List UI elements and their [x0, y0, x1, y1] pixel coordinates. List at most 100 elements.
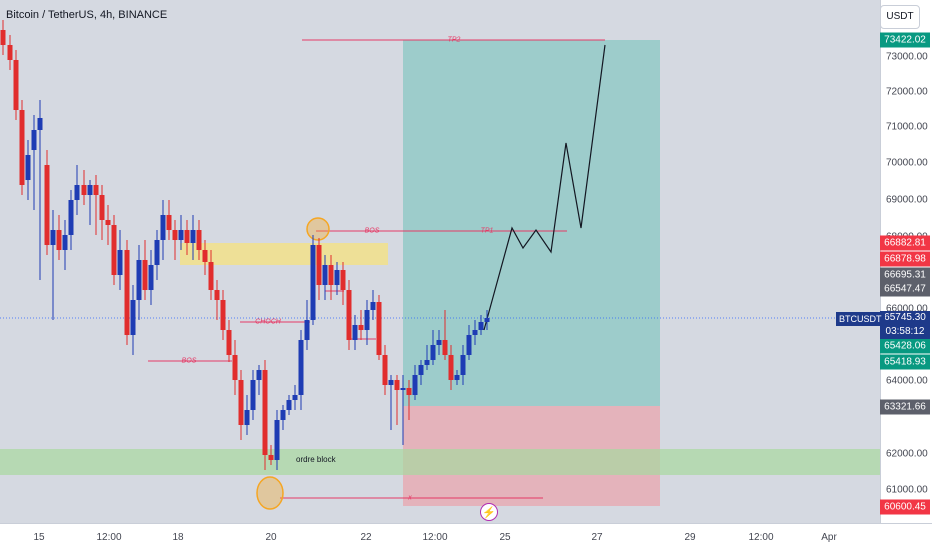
price-tag: 63321.66: [880, 399, 930, 415]
time-tick: 27: [591, 532, 603, 543]
tp1-label: TP1: [480, 227, 494, 235]
candle-body: [466, 335, 472, 355]
candle-body: [226, 330, 232, 355]
candle-body: [178, 230, 184, 240]
bos-top-label: BOS: [364, 227, 380, 235]
candle-body: [93, 185, 99, 195]
time-tick: 22: [360, 532, 372, 543]
candle-body: [19, 110, 25, 185]
candle-body: [346, 290, 352, 340]
stop-label: x: [408, 494, 412, 502]
price-tag-entry: 65428.06: [880, 338, 930, 354]
tp2-label: TP2: [447, 36, 461, 44]
candle-body: [394, 380, 400, 390]
candle-body: [214, 290, 220, 300]
candle-body: [472, 330, 478, 335]
candle-body: [136, 260, 142, 300]
candle-body: [268, 455, 274, 460]
candle-body: [448, 355, 454, 380]
price-tick: 70000.00: [886, 157, 928, 169]
symbol-title[interactable]: Bitcoin / TetherUS, 4h, BINANCE: [6, 9, 168, 21]
candle-body: [166, 215, 172, 230]
candle-body: [232, 355, 238, 380]
candle-body: [124, 250, 130, 335]
candle-body: [7, 45, 13, 60]
price-tag: 65418.93: [880, 354, 930, 370]
candle-body: [220, 300, 226, 330]
symbol-badge: BTCUSDT: [836, 312, 885, 326]
candle-body: [274, 420, 280, 460]
time-tick: 29: [684, 532, 696, 543]
price-tick: 66000.00: [886, 303, 928, 315]
take-profit-zone: [403, 40, 660, 406]
choch-label: CHOCH: [255, 318, 281, 326]
projection-path: [483, 44, 606, 331]
candle-body: [31, 130, 37, 150]
candle-body: [304, 320, 310, 340]
price-tag: 66878.98: [880, 251, 930, 267]
candle-body: [328, 265, 334, 285]
price-tick: 64000.00: [886, 375, 928, 387]
supply-zone: [180, 243, 388, 265]
candle-body: [280, 410, 286, 420]
candle-body: [190, 230, 196, 243]
candle-body: [196, 230, 202, 250]
candle-body: [56, 230, 62, 250]
price-tick: 73000.00: [886, 51, 928, 63]
candle-body: [208, 262, 214, 290]
chart-canvas[interactable]: [0, 0, 880, 523]
candle-body: [68, 200, 74, 235]
time-tick: 25: [499, 532, 511, 543]
current-price-tag: 65745.30 03:58:12: [880, 311, 930, 339]
candle-body: [478, 322, 484, 330]
highlight-circle: [256, 476, 284, 510]
candle-body: [316, 245, 322, 285]
time-tick: 20: [265, 532, 277, 543]
candle-body: [454, 375, 460, 380]
candle-body: [370, 302, 376, 310]
time-scale[interactable]: [0, 523, 932, 550]
candle-body: [292, 395, 298, 400]
candle-body: [412, 375, 418, 395]
candle-body: [262, 370, 268, 455]
candle-body: [376, 302, 382, 355]
candle-body: [184, 230, 190, 243]
price-tick: 62000.00: [886, 448, 928, 460]
candle-body: [202, 250, 208, 262]
bar-countdown: 03:58:12: [885, 326, 925, 337]
price-tag: 66882.81: [880, 235, 930, 251]
candle-body: [364, 310, 370, 330]
candle-body: [87, 185, 93, 195]
candle-body: [340, 270, 346, 290]
candle-body: [400, 388, 406, 390]
price-tag-stop: 60600.45: [880, 499, 930, 515]
candle-body: [50, 230, 56, 245]
candle-body: [388, 380, 394, 385]
candle-body: [256, 370, 262, 380]
order-block-zone: [0, 449, 880, 475]
candle-body: [74, 185, 80, 200]
candle-body: [142, 260, 148, 290]
candle-body: [310, 245, 316, 320]
candle-body: [424, 360, 430, 365]
candle-body: [99, 195, 105, 220]
time-tick: 12:00: [422, 532, 448, 543]
candle-body: [418, 365, 424, 375]
currency-button[interactable]: USDT: [880, 5, 920, 29]
candle-body: [250, 380, 256, 410]
candle-body: [130, 300, 136, 335]
price-tag: 66695.31: [880, 267, 930, 283]
candle-body: [111, 225, 117, 275]
time-tick: 12:00: [748, 532, 774, 543]
candle-body: [430, 345, 436, 360]
price-tick: 72000.00: [886, 86, 928, 98]
lightning-icon[interactable]: ⚡: [480, 503, 498, 521]
current-price: 65745.30: [884, 312, 926, 323]
candle-body: [172, 230, 178, 240]
candle-body: [358, 325, 364, 330]
highlight-circle: [306, 217, 330, 241]
price-tick: 61000.00: [886, 484, 928, 496]
candle-body: [81, 185, 87, 195]
candle-body: [148, 265, 154, 290]
